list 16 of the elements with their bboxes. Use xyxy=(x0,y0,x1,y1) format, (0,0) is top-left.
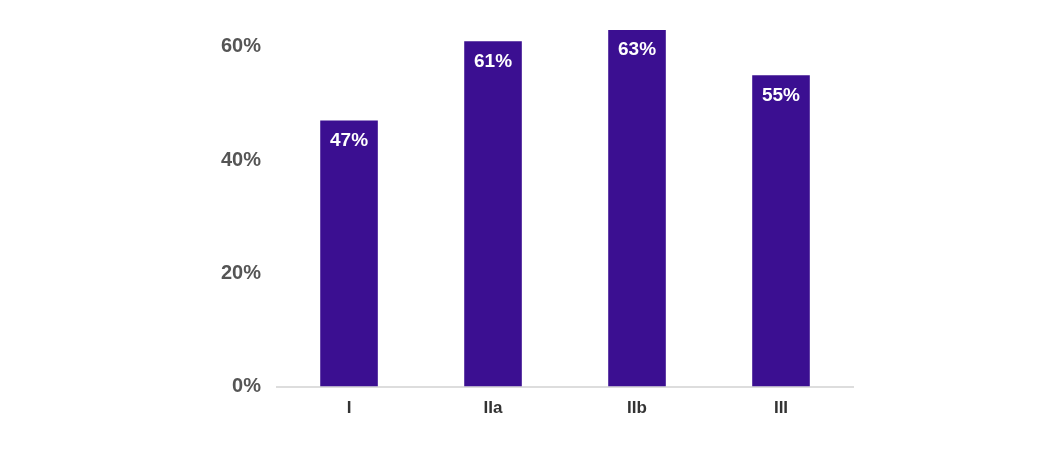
data-label: 61% xyxy=(474,49,513,71)
y-tick-label: 20% xyxy=(221,260,262,283)
x-tick-label: IIa xyxy=(483,398,504,418)
bar xyxy=(752,75,810,387)
bar xyxy=(464,41,522,387)
y-tick-label: 0% xyxy=(232,374,262,397)
bar xyxy=(320,120,378,387)
x-tick-label: I xyxy=(346,398,352,418)
x-tick-label: IIb xyxy=(627,398,647,418)
data-label: 63% xyxy=(618,38,657,60)
bar xyxy=(608,30,666,387)
data-label: 55% xyxy=(761,83,801,105)
x-tick-label: III xyxy=(773,398,789,418)
data-label: 47% xyxy=(330,128,369,150)
y-tick-label: 60% xyxy=(221,34,262,57)
y-tick-label: 40% xyxy=(221,147,262,170)
